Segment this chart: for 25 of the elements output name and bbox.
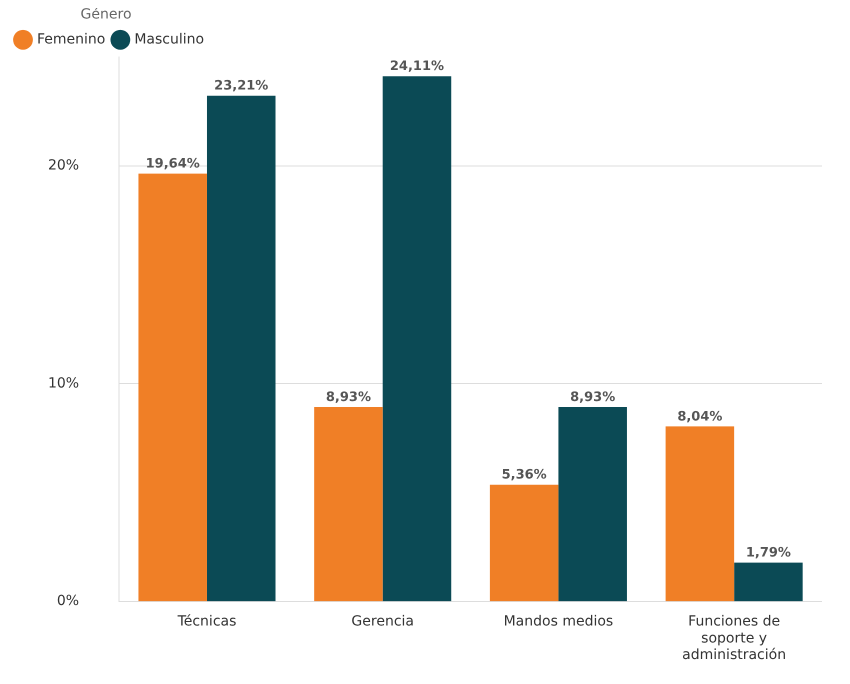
- data-label: 1,79%: [746, 545, 791, 560]
- data-label: 8,93%: [326, 390, 371, 405]
- bar: [314, 407, 383, 602]
- y-tick-label: 10%: [48, 375, 80, 392]
- bar: [666, 426, 734, 602]
- data-label: 5,36%: [502, 468, 547, 483]
- bar: [734, 562, 803, 602]
- data-label: 19,64%: [146, 156, 200, 172]
- bar: [558, 407, 627, 602]
- y-tick-label: 20%: [48, 157, 80, 174]
- y-tick-label: 0%: [56, 593, 80, 610]
- legend-label: Femenino: [37, 31, 106, 48]
- bar: [206, 96, 276, 602]
- data-label: 24,11%: [390, 59, 444, 74]
- x-tick-label: Gerencia: [351, 614, 414, 630]
- x-tick-label: Mandos medios: [504, 614, 614, 630]
- x-tick-label: Técnicas: [176, 614, 236, 630]
- data-label: 23,21%: [214, 78, 268, 94]
- legend-label: Masculino: [134, 31, 204, 48]
- bar: [138, 174, 207, 602]
- x-tick-label: Funciones de soporte y administración: [682, 614, 786, 664]
- bar: [490, 484, 558, 602]
- data-label: 8,93%: [570, 390, 616, 405]
- bar: [382, 76, 452, 602]
- data-label: 8,04%: [677, 409, 722, 424]
